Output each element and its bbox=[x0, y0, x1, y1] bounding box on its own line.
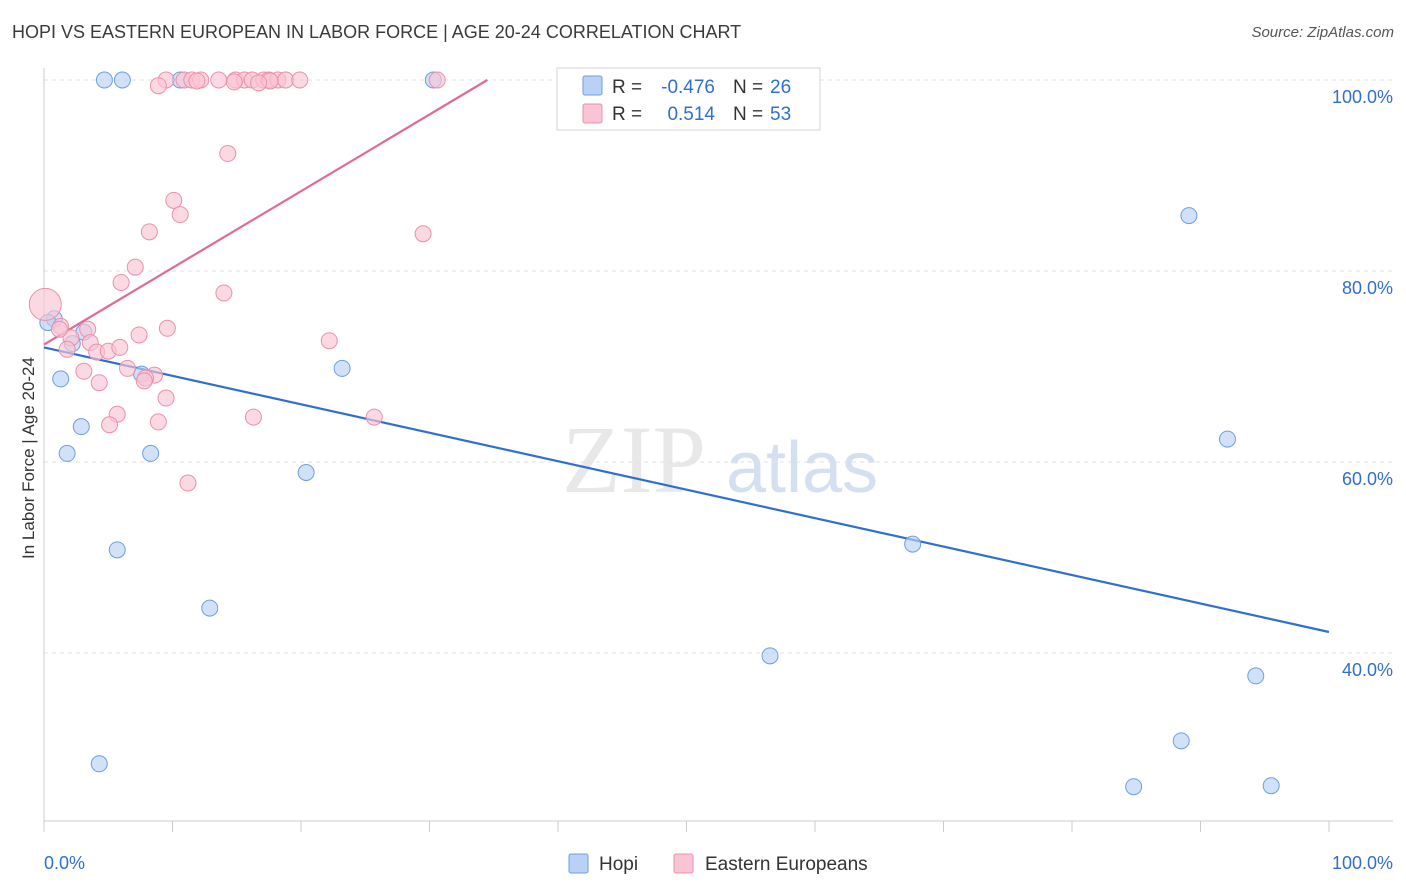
eastern-point bbox=[158, 319, 176, 337]
hopi-point bbox=[297, 464, 315, 482]
eastern-point bbox=[111, 338, 129, 356]
hopi-trend-line bbox=[43, 346, 1330, 634]
y-tick-label: 80.0% bbox=[1342, 278, 1393, 298]
hopi-point bbox=[201, 599, 219, 617]
x-tick-label-min: 0.0% bbox=[44, 853, 85, 873]
stats-r-label: R = bbox=[612, 77, 642, 98]
eastern-point bbox=[179, 474, 197, 492]
hopi-point bbox=[90, 755, 108, 773]
stats-r-value: -0.476 bbox=[661, 77, 715, 98]
hopi-point bbox=[1180, 207, 1198, 225]
eastern-point bbox=[210, 71, 228, 89]
legend-label-hopi: Hopi bbox=[599, 854, 638, 875]
eastern-point bbox=[90, 374, 108, 392]
stats-n-label: N = bbox=[733, 77, 763, 98]
legend-swatch-hopi bbox=[568, 853, 589, 874]
legend-label-eastern: Eastern Europeans bbox=[705, 854, 868, 875]
hopi-point bbox=[72, 418, 90, 436]
eastern-point bbox=[119, 359, 137, 377]
eastern-point bbox=[130, 326, 148, 344]
eastern-point bbox=[157, 389, 175, 407]
eastern-point bbox=[149, 413, 167, 431]
y-tick-label: 100.0% bbox=[1332, 87, 1393, 107]
y-tick-label: 40.0% bbox=[1342, 660, 1393, 680]
eastern-trend-line bbox=[43, 79, 488, 346]
hopi-point bbox=[904, 535, 922, 553]
hopi-point bbox=[333, 359, 351, 377]
eastern-point bbox=[135, 372, 153, 390]
eastern-point bbox=[215, 284, 233, 302]
hopi-point bbox=[1247, 667, 1265, 685]
stats-n-label: N = bbox=[733, 104, 763, 125]
eastern-point bbox=[365, 408, 383, 426]
eastern-point bbox=[414, 225, 432, 243]
eastern-point bbox=[277, 71, 295, 89]
watermark-atlas: atlas bbox=[726, 428, 878, 508]
eastern-point bbox=[140, 223, 158, 241]
eastern-point bbox=[126, 258, 144, 276]
eastern-point bbox=[188, 72, 206, 90]
eastern-point bbox=[58, 340, 76, 358]
stats-n-value: 53 bbox=[770, 104, 791, 125]
hopi-point bbox=[58, 444, 76, 462]
hopi-point bbox=[1262, 777, 1280, 795]
stats-r-value: 0.514 bbox=[667, 104, 715, 125]
eastern-point bbox=[75, 362, 93, 380]
watermark-zip: ZIP bbox=[562, 406, 706, 513]
stats-r-label: R = bbox=[612, 104, 642, 125]
stats-legend: R = -0.476 N = 26 R = 0.514 N = 53 bbox=[556, 67, 821, 131]
hopi-point bbox=[1125, 778, 1143, 796]
eastern-point bbox=[225, 73, 243, 91]
hopi-point bbox=[52, 370, 70, 388]
hopi-point bbox=[95, 71, 113, 89]
source-label: Source: ZipAtlas.com bbox=[1251, 24, 1394, 41]
hopi-point bbox=[142, 444, 160, 462]
eastern-point bbox=[171, 206, 189, 224]
stats-swatch-eastern bbox=[582, 103, 603, 124]
hopi-point bbox=[1172, 732, 1190, 750]
bottom-legend: Hopi Eastern Europeans bbox=[568, 853, 868, 875]
x-tick-label-max: 100.0% bbox=[1332, 853, 1393, 873]
y-axis-label: In Labor Force | Age 20-24 bbox=[19, 357, 38, 559]
chart-title: HOPI VS EASTERN EUROPEAN IN LABOR FORCE … bbox=[12, 22, 742, 42]
stats-n-value: 26 bbox=[770, 77, 791, 98]
eastern-point bbox=[320, 332, 338, 350]
eastern-point bbox=[244, 408, 262, 426]
hopi-point bbox=[761, 647, 779, 665]
eastern-point bbox=[112, 273, 130, 291]
hopi-point bbox=[113, 71, 131, 89]
eastern-point bbox=[101, 416, 119, 434]
eastern-point bbox=[165, 191, 183, 209]
eastern-point bbox=[149, 77, 167, 95]
eastern-point bbox=[219, 145, 237, 163]
y-tick-label: 60.0% bbox=[1342, 469, 1393, 489]
eastern-point bbox=[291, 71, 309, 89]
hopi-point bbox=[108, 541, 126, 559]
eastern-point bbox=[50, 320, 68, 338]
eastern-point bbox=[428, 71, 446, 89]
legend-swatch-eastern bbox=[673, 853, 694, 874]
eastern-point bbox=[28, 287, 62, 321]
stats-swatch-hopi bbox=[582, 75, 603, 96]
hopi-point bbox=[1218, 430, 1236, 448]
eastern-point bbox=[250, 74, 268, 92]
